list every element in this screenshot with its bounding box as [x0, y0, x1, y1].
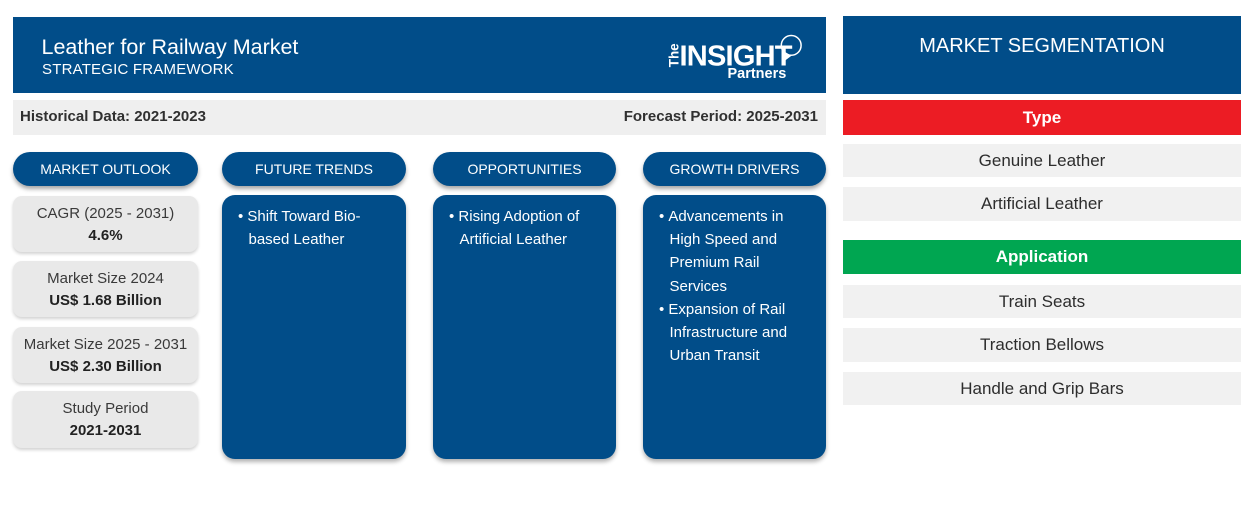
svg-text:Partners: Partners [727, 66, 786, 82]
svg-text:INSIGHT: INSIGHT [680, 41, 793, 73]
svg-text:The: The [667, 43, 682, 67]
